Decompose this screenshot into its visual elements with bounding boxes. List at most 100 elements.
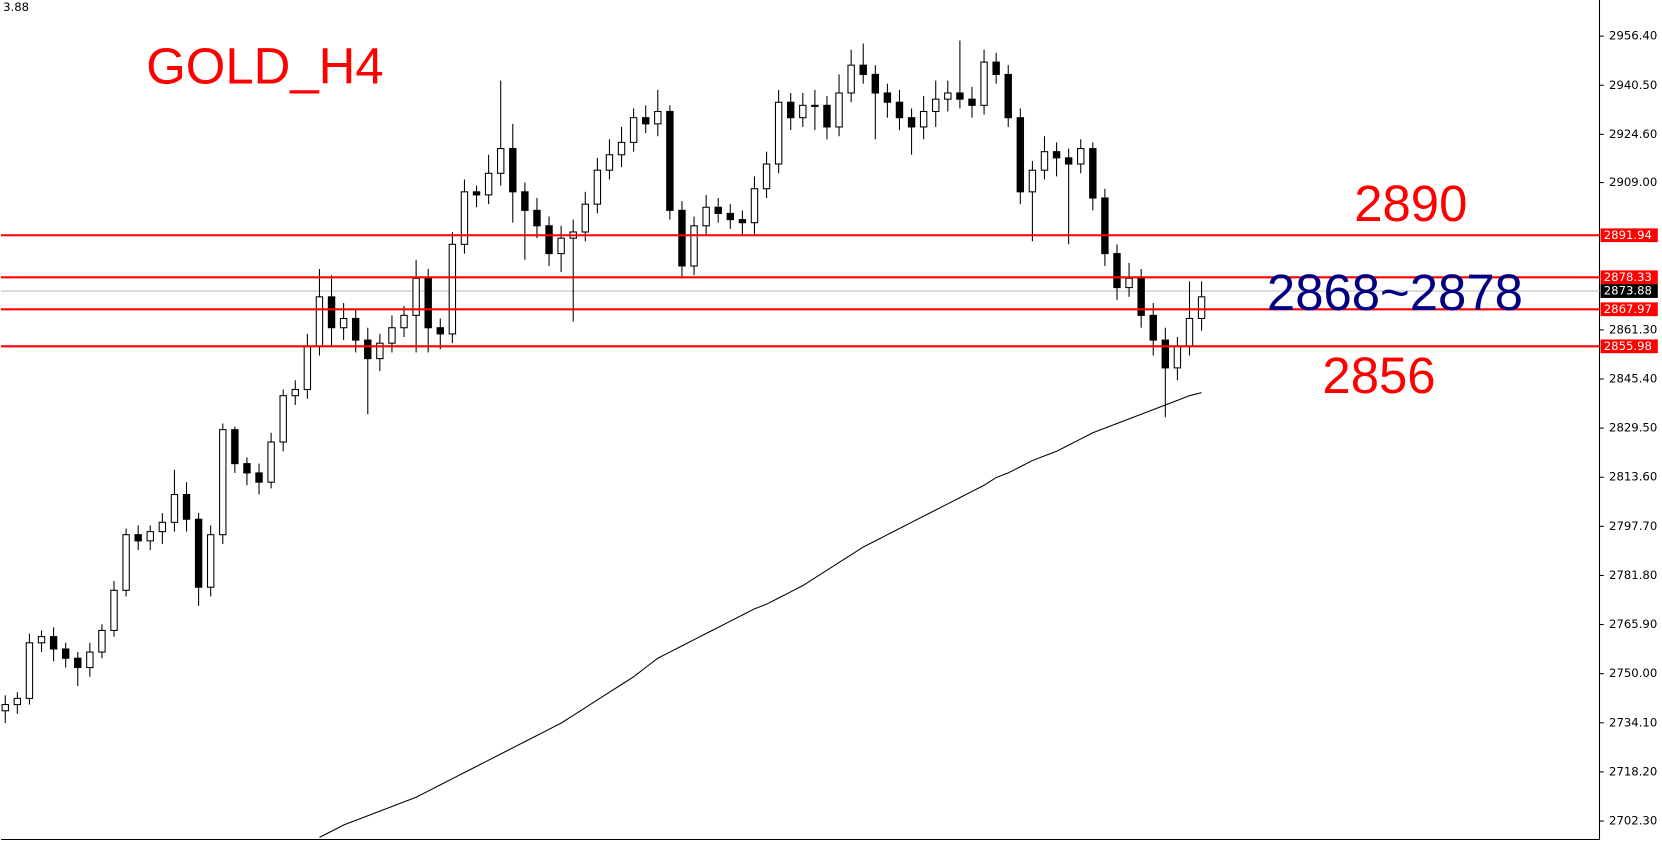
y-tick-label: 2702.30 — [1609, 814, 1657, 828]
candle-body — [629, 117, 638, 143]
candle-body — [134, 534, 142, 542]
y-tick-label: 2765.90 — [1609, 617, 1657, 631]
candle-body — [1064, 157, 1073, 165]
corner-text: 3.88 — [3, 0, 29, 14]
candle-body — [932, 98, 940, 113]
candle-body — [654, 110, 662, 125]
candle-body — [484, 172, 493, 196]
candle-body — [170, 494, 179, 523]
candle-body — [907, 117, 916, 128]
candle-body — [956, 92, 964, 100]
candle-body — [1004, 73, 1012, 119]
level-label: 2878.33 — [1604, 270, 1652, 284]
candle-body — [1197, 296, 1206, 319]
y-tick-label: 2924.60 — [1609, 127, 1657, 141]
candle-body — [992, 61, 1000, 75]
candle-body — [1028, 169, 1037, 193]
candle-body — [303, 345, 312, 391]
candle-body — [666, 110, 674, 211]
candle-body — [871, 73, 880, 94]
y-tick-label: 2734.10 — [1609, 715, 1657, 729]
candle-body — [557, 237, 565, 255]
candle-body — [376, 342, 384, 360]
candle-body — [509, 148, 517, 193]
candle-body — [581, 203, 590, 233]
candle-body — [25, 642, 34, 699]
candle-body — [617, 141, 626, 156]
candle-body — [823, 104, 831, 128]
candle-body — [86, 651, 94, 669]
candle-body — [424, 277, 432, 329]
y-tick-label: 2861.30 — [1609, 322, 1657, 336]
current-price-label: 2873.88 — [1604, 284, 1652, 298]
candle-body — [980, 61, 988, 106]
candle-body — [1161, 339, 1170, 369]
candle-body — [74, 657, 82, 669]
y-tick-label: 2813.60 — [1609, 470, 1657, 484]
candle-body — [726, 212, 735, 221]
candle-body — [545, 225, 553, 255]
candle-body — [859, 64, 867, 75]
candle-body — [61, 648, 70, 659]
candle-body — [1089, 148, 1097, 199]
candle-body — [883, 92, 892, 103]
candle-body — [714, 206, 722, 214]
candle-body — [460, 191, 469, 245]
y-tick-label: 2956.40 — [1609, 29, 1657, 43]
candle-body — [255, 472, 263, 483]
annotation: 2868~2878 — [1267, 264, 1523, 321]
level-label-box — [1600, 339, 1658, 354]
candle-body — [593, 169, 602, 205]
candle-body — [315, 296, 324, 347]
candle-body — [327, 296, 336, 329]
candle-body — [1149, 314, 1157, 341]
candle-body — [847, 64, 855, 94]
candle-body — [231, 429, 239, 465]
annotation: 2856 — [1322, 347, 1435, 404]
candle-body — [436, 327, 444, 335]
chart-title: GOLD_H4 — [146, 37, 383, 94]
candle-body — [1052, 151, 1061, 159]
candle-body — [750, 188, 759, 224]
candle-body — [919, 110, 928, 128]
candle-body — [835, 92, 843, 128]
candle-body — [799, 104, 807, 119]
candle-body — [267, 441, 275, 483]
candle-body — [110, 589, 118, 631]
candle-body — [1173, 345, 1182, 369]
candle-body — [738, 219, 747, 224]
candle-body — [339, 317, 348, 329]
candle-body — [1185, 317, 1194, 347]
annotation: 2890 — [1354, 175, 1467, 232]
candle-body — [968, 98, 976, 106]
y-tick-label: 2718.20 — [1609, 764, 1657, 778]
candle-body — [1113, 253, 1121, 289]
candle-body — [146, 531, 154, 542]
candle-body — [351, 317, 360, 341]
candle-body — [219, 429, 227, 536]
candle-body — [182, 494, 191, 520]
candle-body — [811, 104, 819, 107]
candle-body — [98, 629, 106, 653]
level-label: 2867.97 — [1604, 302, 1652, 316]
candle-body — [533, 209, 541, 227]
candle-body — [243, 463, 251, 474]
y-tick-label: 2845.40 — [1609, 372, 1657, 386]
moving-average — [319, 392, 1202, 838]
candle-body — [1, 704, 9, 712]
level-label-box — [1600, 302, 1658, 317]
candle-body — [1040, 151, 1049, 171]
candle-body — [448, 243, 457, 335]
candle-body — [279, 395, 287, 443]
candle-body — [762, 163, 771, 190]
y-tick-label: 2797.70 — [1609, 519, 1657, 533]
level-label-box — [1600, 228, 1658, 243]
candle-body — [521, 191, 529, 211]
candle-body — [122, 534, 130, 591]
candle-body — [206, 534, 215, 588]
candle-body — [400, 314, 408, 329]
candle-body — [1016, 117, 1025, 193]
candle-body — [13, 697, 22, 706]
